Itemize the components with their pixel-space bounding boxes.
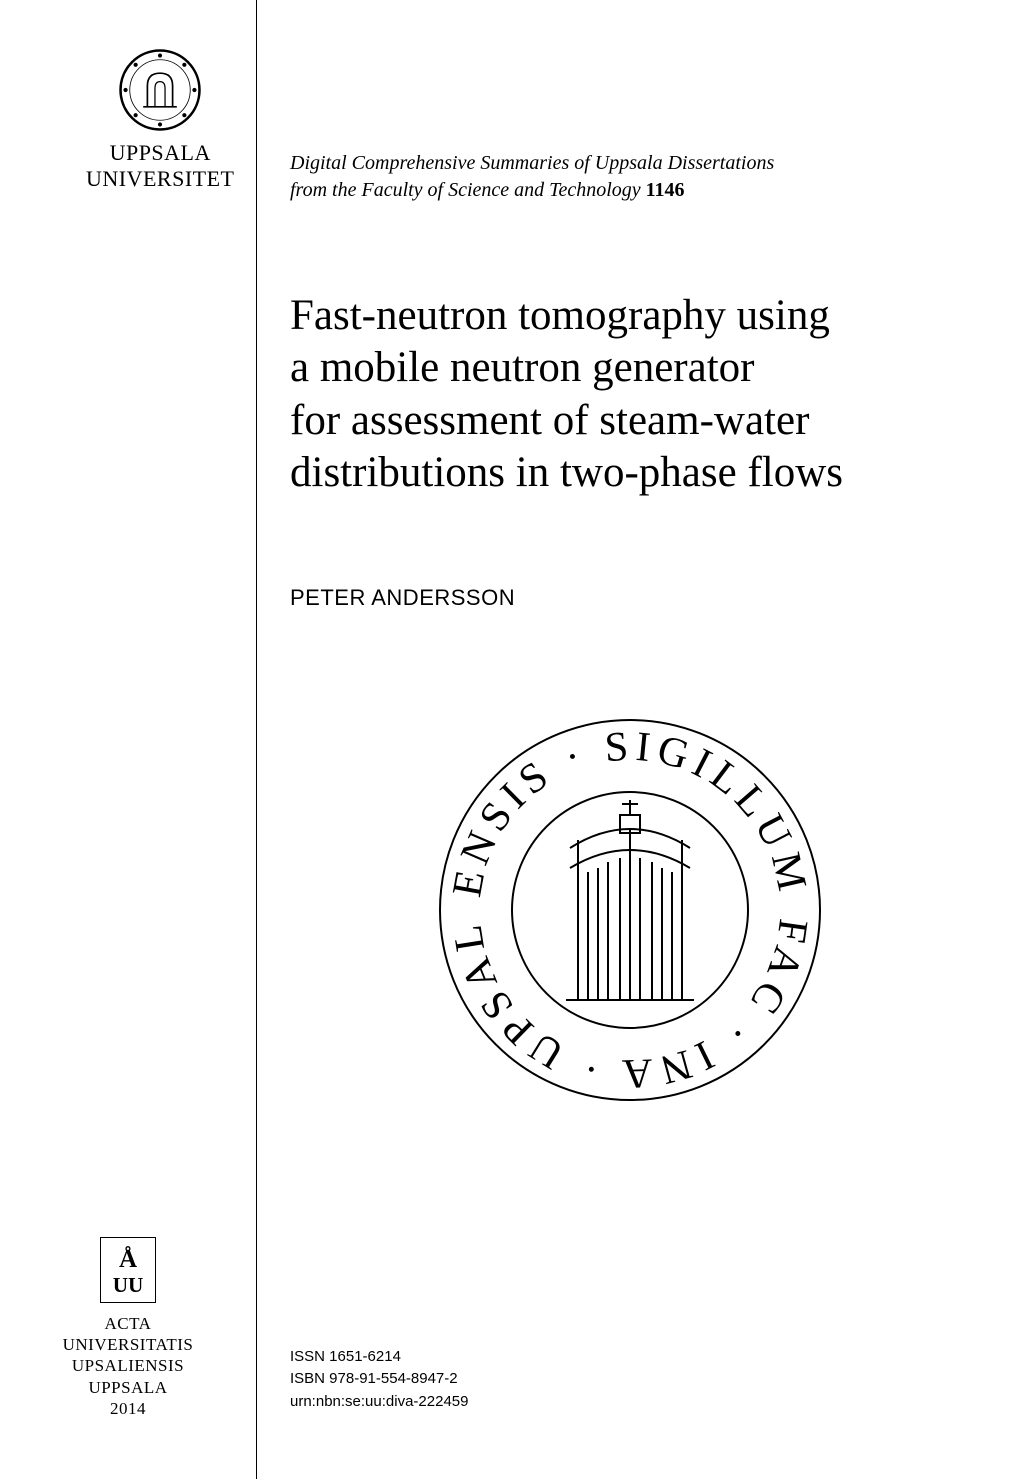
title-line: for assessment of steam-water [290,397,809,444]
page: UPPSALA UNIVERSITET Å UU ACTA UNIVERSITA… [0,0,1020,1479]
acta-line: UPSALIENSIS [0,1355,256,1376]
acta-line: 2014 [0,1398,256,1419]
left-column: UPPSALA UNIVERSITET Å UU ACTA UNIVERSITA… [0,0,256,1479]
dissertation-title: Fast-neutron tomography using a mobile n… [290,290,843,500]
faculty-ring-seal-icon: ENSIS · SIGILLUM FAC · INA · UPSAL [420,700,840,1120]
acta-line: UPPSALA [0,1377,256,1398]
vertical-rule [256,0,257,1479]
university-seal-icon [118,48,202,132]
series-text-line2: from the Faculty of Science and Technolo… [290,179,641,201]
university-name: UPPSALA UNIVERSITET [86,140,234,192]
series-number: 1146 [646,179,685,201]
acta-line: UNIVERSITATIS [0,1334,256,1355]
university-logo-block: UPPSALA UNIVERSITET [86,48,234,192]
title-line: distributions in two-phase flows [290,449,843,496]
series-text-line1: Digital Comprehensive Summaries of Uppsa… [290,152,774,174]
university-name-line2: UNIVERSITET [86,166,234,192]
isbn: ISBN 978-91-554-8947-2 [290,1368,468,1391]
title-line: Fast-neutron tomography using [290,292,830,339]
svg-text:UU: UU [113,1273,144,1297]
author-name: PETER ANDERSSON [290,585,515,611]
acta-line: ACTA [0,1313,256,1334]
urn: urn:nbn:se:uu:diva-222459 [290,1391,468,1414]
right-column: Digital Comprehensive Summaries of Uppsa… [290,0,970,1479]
identifiers-block: ISSN 1651-6214 ISBN 978-91-554-8947-2 ur… [290,1346,468,1414]
svg-text:Å: Å [119,1245,137,1273]
issn: ISSN 1651-6214 [290,1346,468,1369]
university-name-line1: UPPSALA [86,140,234,166]
acta-block: Å UU ACTA UNIVERSITATIS UPSALIENSIS UPPS… [0,1237,256,1419]
acta-text: ACTA UNIVERSITATIS UPSALIENSIS UPPSALA 2… [0,1313,256,1419]
acta-mark-icon: Å UU [100,1237,156,1303]
title-line: a mobile neutron generator [290,344,754,391]
series-line: Digital Comprehensive Summaries of Uppsa… [290,150,774,204]
